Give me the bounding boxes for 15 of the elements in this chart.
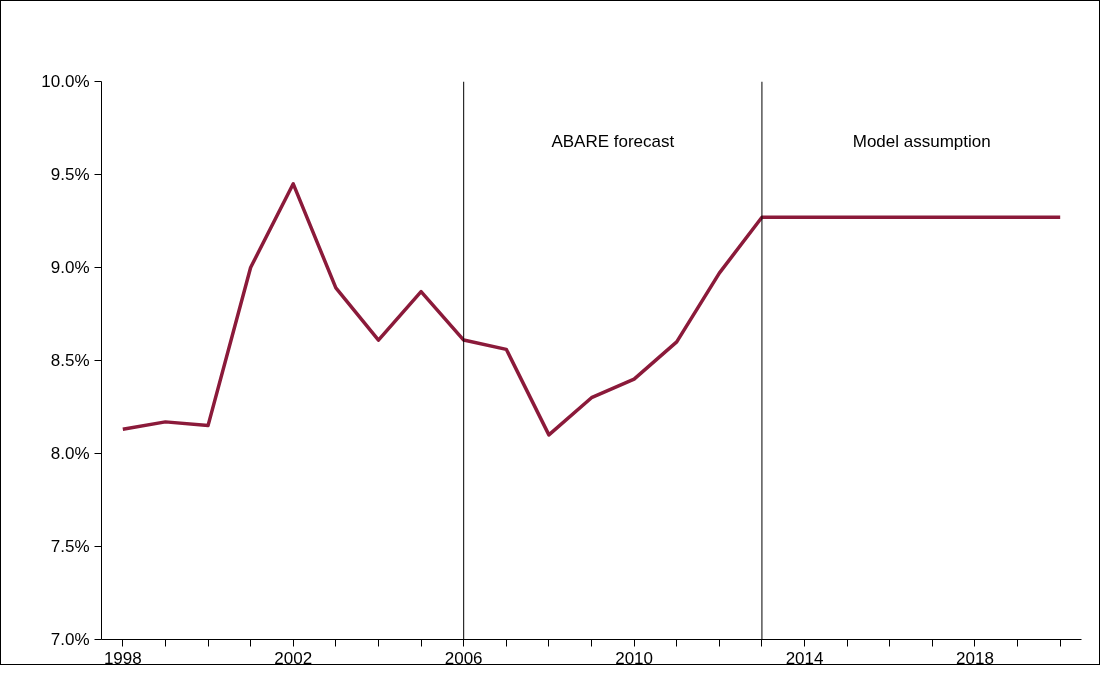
- annotation: ABARE forecast: [551, 132, 675, 151]
- y-tick-label: 7.0%: [50, 630, 90, 649]
- x-tick-label: 2010: [615, 648, 654, 668]
- x-tick-label: 2014: [785, 648, 824, 668]
- y-tick-label: 8.5%: [50, 351, 90, 370]
- x-tick-label: 1998: [103, 648, 142, 668]
- x-tick-label: 2002: [274, 648, 313, 668]
- x-tick-label: 2006: [444, 648, 483, 668]
- x-tick-label: 2018: [956, 648, 994, 668]
- y-tick-label: 9.0%: [50, 258, 90, 277]
- y-tick-label: 7.5%: [50, 537, 90, 556]
- y-tick-label: 9.5%: [50, 165, 90, 184]
- annotation: Model assumption: [852, 132, 991, 151]
- y-tick-label: 10.0%: [41, 72, 90, 91]
- y-tick-label: 8.0%: [50, 444, 90, 463]
